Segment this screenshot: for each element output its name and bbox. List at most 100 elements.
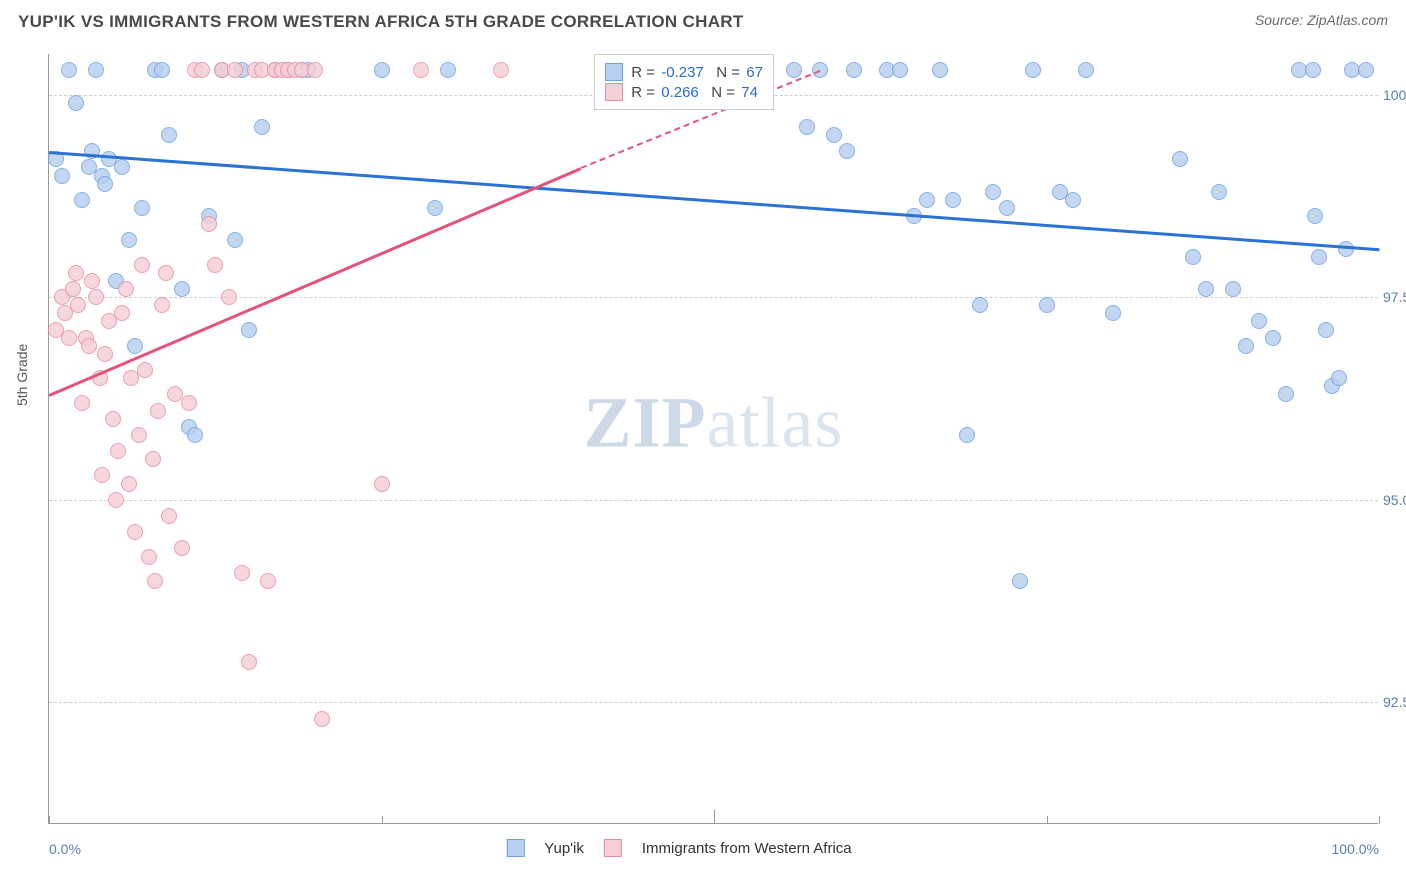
scatter-point xyxy=(65,281,81,297)
scatter-point xyxy=(985,184,1001,200)
scatter-point xyxy=(84,273,100,289)
tick-v xyxy=(1047,816,1048,824)
scatter-point xyxy=(440,62,456,78)
legend-label: Yup'ik xyxy=(544,840,584,857)
x-tick-label: 0.0% xyxy=(49,841,81,857)
scatter-point xyxy=(174,540,190,556)
scatter-point xyxy=(1078,62,1094,78)
stats-legend-text: R = 0.266 N = 74 xyxy=(631,84,758,101)
scatter-point xyxy=(1225,281,1241,297)
scatter-point xyxy=(127,524,143,540)
scatter-point xyxy=(150,403,166,419)
scatter-point xyxy=(999,200,1015,216)
scatter-point xyxy=(1278,386,1294,402)
scatter-point xyxy=(1305,62,1321,78)
scatter-point xyxy=(972,297,988,313)
scatter-point xyxy=(121,476,137,492)
scatter-point xyxy=(374,476,390,492)
watermark-rest: atlas xyxy=(707,383,844,463)
scatter-point xyxy=(413,62,429,78)
scatter-point xyxy=(74,192,90,208)
legend-swatch xyxy=(605,63,623,81)
y-tick-label: 92.5% xyxy=(1383,694,1406,710)
scatter-point xyxy=(201,216,217,232)
chart-title: YUP'IK VS IMMIGRANTS FROM WESTERN AFRICA… xyxy=(18,12,744,32)
scatter-point xyxy=(254,119,270,135)
scatter-point xyxy=(1185,249,1201,265)
scatter-point xyxy=(194,62,210,78)
scatter-point xyxy=(1265,330,1281,346)
scatter-point xyxy=(374,62,390,78)
scatter-point xyxy=(227,232,243,248)
scatter-point xyxy=(137,362,153,378)
watermark: ZIPatlas xyxy=(584,382,844,465)
gridline-h xyxy=(49,702,1378,703)
scatter-point xyxy=(1251,313,1267,329)
scatter-point xyxy=(234,565,250,581)
scatter-point xyxy=(241,654,257,670)
y-tick-label: 95.0% xyxy=(1383,492,1406,508)
tick-v xyxy=(49,816,50,824)
scatter-point xyxy=(108,492,124,508)
scatter-point xyxy=(427,200,443,216)
scatter-point xyxy=(134,200,150,216)
scatter-point xyxy=(110,443,126,459)
scatter-point xyxy=(81,338,97,354)
scatter-point xyxy=(127,338,143,354)
y-tick-label: 100.0% xyxy=(1383,87,1406,103)
plot-region: ZIPatlas 92.5%95.0%97.5%100.0%0.0%100.0%… xyxy=(48,54,1378,824)
scatter-point xyxy=(88,62,104,78)
scatter-point xyxy=(118,281,134,297)
scatter-point xyxy=(97,346,113,362)
scatter-point xyxy=(88,289,104,305)
scatter-point xyxy=(54,168,70,184)
scatter-point xyxy=(799,119,815,135)
scatter-point xyxy=(131,427,147,443)
scatter-point xyxy=(1105,305,1121,321)
scatter-point xyxy=(892,62,908,78)
legend-swatch xyxy=(605,83,623,101)
scatter-point xyxy=(1172,151,1188,167)
series-legend: Yup'ikImmigrants from Western Africa xyxy=(506,839,851,857)
scatter-point xyxy=(154,62,170,78)
stats-legend-row: R = -0.237 N = 67 xyxy=(605,63,763,81)
scatter-point xyxy=(207,257,223,273)
scatter-point xyxy=(134,257,150,273)
stats-legend-row: R = 0.266 N = 74 xyxy=(605,83,763,101)
scatter-point xyxy=(826,127,842,143)
scatter-point xyxy=(94,467,110,483)
scatter-point xyxy=(1198,281,1214,297)
scatter-point xyxy=(227,62,243,78)
scatter-point xyxy=(1065,192,1081,208)
scatter-point xyxy=(187,427,203,443)
stats-legend: R = -0.237 N = 67 R = 0.266 N = 74 xyxy=(594,54,774,110)
chart-source: Source: ZipAtlas.com xyxy=(1255,12,1388,28)
tick-v xyxy=(1379,816,1380,824)
legend-swatch xyxy=(506,839,524,857)
scatter-point xyxy=(1238,338,1254,354)
y-tick-label: 97.5% xyxy=(1383,289,1406,305)
scatter-point xyxy=(1311,249,1327,265)
scatter-point xyxy=(260,573,276,589)
scatter-point xyxy=(70,297,86,313)
scatter-point xyxy=(1039,297,1055,313)
scatter-point xyxy=(1012,573,1028,589)
scatter-point xyxy=(114,305,130,321)
scatter-point xyxy=(161,508,177,524)
chart-header: YUP'IK VS IMMIGRANTS FROM WESTERN AFRICA… xyxy=(0,0,1406,38)
scatter-point xyxy=(174,281,190,297)
scatter-point xyxy=(221,289,237,305)
gridline-v xyxy=(714,810,715,824)
scatter-point xyxy=(145,451,161,467)
scatter-point xyxy=(147,573,163,589)
scatter-point xyxy=(68,95,84,111)
scatter-point xyxy=(1331,370,1347,386)
scatter-point xyxy=(141,549,157,565)
scatter-point xyxy=(919,192,935,208)
scatter-point xyxy=(105,411,121,427)
scatter-point xyxy=(1211,184,1227,200)
scatter-point xyxy=(1307,208,1323,224)
legend-swatch xyxy=(604,839,622,857)
tick-v xyxy=(382,816,383,824)
scatter-point xyxy=(839,143,855,159)
